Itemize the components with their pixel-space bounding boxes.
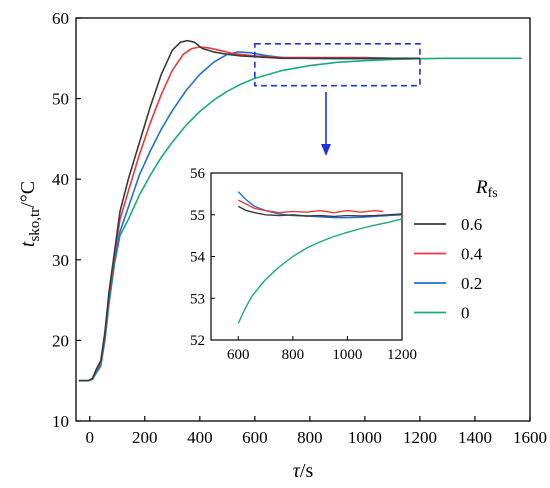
y-tick-label: 10 (52, 412, 69, 431)
legend-label: 0.2 (461, 274, 482, 293)
x-axis-label-unit: /s (300, 460, 314, 482)
inset-y-tick-label: 52 (190, 333, 205, 349)
inset-series-line-0-6 (237, 205, 403, 218)
y-axis-label-unit: /°C (17, 181, 39, 208)
x-tick-label: 400 (187, 428, 213, 447)
legend-title: Rfs (475, 177, 498, 201)
main-series-lines (78, 39, 522, 382)
x-axis-label: τ/s (293, 460, 314, 482)
inset-y-tick-label: 54 (190, 250, 206, 266)
inset-y-tick-label: 53 (190, 291, 205, 307)
inset-x-tick-label: 800 (282, 347, 305, 363)
inset-x-tick-label: 1000 (332, 347, 362, 363)
inset-series-line-0-4 (237, 199, 383, 214)
x-tick-label: 0 (86, 428, 95, 447)
series-line-0-6 (78, 39, 420, 382)
y-tick-label: 30 (52, 251, 69, 270)
y-axis-label: tsko,tr/°C (17, 181, 43, 247)
zoom-arrow-head (321, 144, 331, 156)
y-tick-label: 60 (52, 9, 69, 28)
x-tick-label: 1600 (513, 428, 547, 447)
inset-plot-frame (210, 172, 403, 341)
inset-y-tick-label: 56 (190, 166, 206, 182)
legend: Rfs 0.6 0.4 0.2 0 (414, 177, 498, 323)
x-axis-label-main: τ (293, 460, 301, 482)
x-tick-label: 600 (242, 428, 268, 447)
main-plot: 0 200 400 600 800 1000 1200 1400 160010203040506… (17, 9, 547, 482)
x-tick-label: 800 (297, 428, 323, 447)
x-tick-label: 200 (132, 428, 158, 447)
legend-items: 0.6 0.4 0.2 0 (414, 215, 483, 323)
main-axis-ticks: 0 200 400 600 800 1000 1200 1400 160010203040506… (52, 9, 547, 447)
y-tick-label: 50 (52, 90, 69, 109)
zoom-region-box (254, 42, 421, 87)
main-plot-frame (75, 17, 531, 422)
legend-label: 0.4 (461, 245, 483, 264)
y-axis-label-subscript: sko,tr (27, 208, 43, 242)
inset-y-tick-label: 55 (190, 208, 205, 224)
x-tick-label: 1200 (403, 428, 437, 447)
inset-series-line-0 (237, 218, 403, 324)
legend-title-main: R (475, 177, 488, 198)
legend-label: 0.6 (461, 215, 482, 234)
y-tick-label: 20 (52, 331, 69, 350)
x-tick-label: 1000 (348, 428, 382, 447)
x-tick-label: 1400 (458, 428, 492, 447)
legend-title-subscript: fs (488, 186, 498, 201)
inset-series-lines (237, 191, 403, 324)
y-tick-label: 40 (52, 170, 69, 189)
legend-label: 0 (461, 304, 470, 323)
y-axis-label-main: t (17, 241, 39, 247)
inset-axis-ticks: 600 800 1000 1200 52 53 54 55 56 (190, 166, 417, 363)
inset-plot: 600 800 1000 1200 52 53 54 55 56 (190, 166, 417, 363)
inset-x-tick-label: 600 (227, 347, 250, 363)
inset-x-tick-label: 1200 (387, 347, 417, 363)
zoom-arrow (321, 92, 331, 156)
